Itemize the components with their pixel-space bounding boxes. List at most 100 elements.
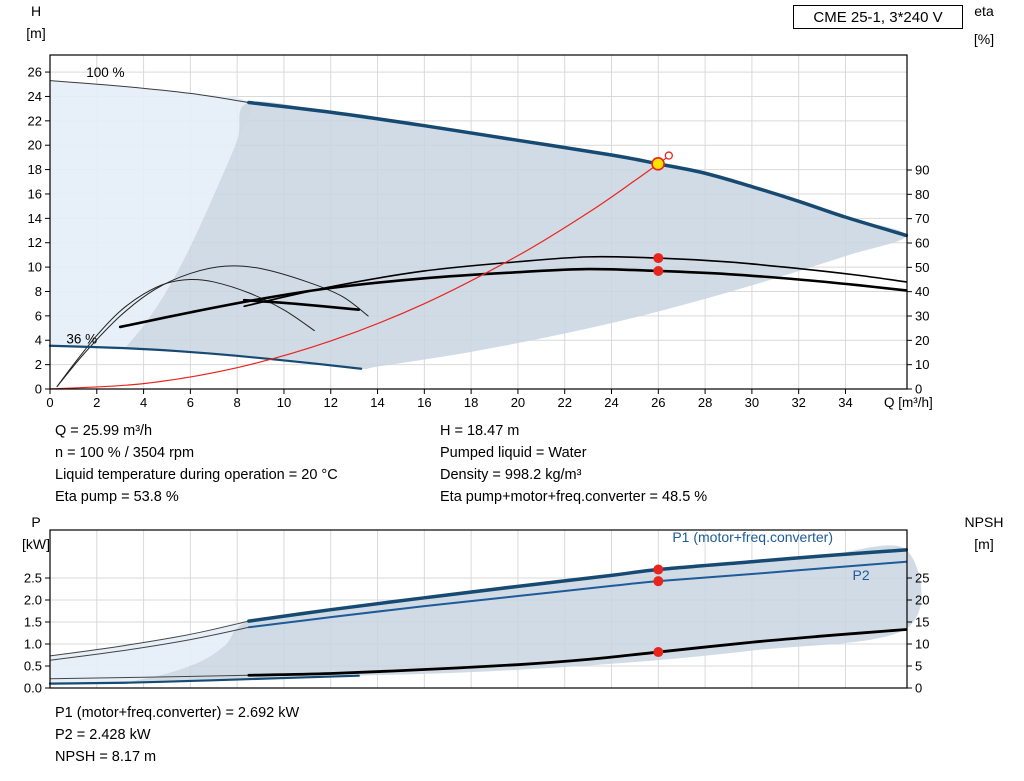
series-npsh-thin-left [49, 674, 250, 680]
left-tick-label: 24 [28, 89, 42, 104]
left-tick-label: 4 [35, 333, 42, 348]
x-axis-title: Q [m³/h] [884, 395, 933, 410]
info-line-q: Q = 25.99 m³/h [55, 423, 153, 439]
left-tick-label: 22 [28, 113, 42, 128]
x-tick-label: 10 [277, 395, 291, 410]
area-full-range-wash [50, 80, 252, 350]
series-system-curve [49, 155, 670, 390]
info-line-eta-pump: Eta pump = 53.8 % [55, 489, 179, 505]
area-power-wash [50, 620, 250, 685]
info-line-liquid: Pumped liquid = Water [440, 445, 587, 461]
right-tick-label: 40 [915, 284, 929, 299]
marker-npsh-point [653, 647, 664, 658]
duty-info-left: Q = 25.99 m³/h n = 100 % / 3504 rpm Liqu… [55, 420, 338, 508]
series-qh-100pct-thin [49, 80, 250, 104]
duty-info-right: H = 18.47 m Pumped liquid = Water Densit… [440, 420, 707, 508]
x-tick-label: 6 [187, 395, 194, 410]
series-eta-min-speed-arc-2 [56, 278, 315, 388]
right-tick-label: 10 [915, 357, 929, 372]
left-tick-label: 10 [28, 260, 42, 275]
x-tick-label: 20 [511, 395, 525, 410]
left-tick-label: 1.0 [24, 637, 42, 652]
area-power-envelope [124, 545, 922, 683]
right-tick-label: 90 [915, 162, 929, 177]
marker-p1-point [653, 564, 664, 575]
marker-p2-point [653, 576, 664, 587]
chart-frame [49, 54, 908, 390]
left-tick-label: 12 [28, 235, 42, 250]
right-tick-label: 30 [915, 308, 929, 323]
info-line-density: Density = 998.2 kg/m³ [440, 467, 582, 483]
curve-label-speed-36: 36 % [66, 331, 97, 346]
x-tick-label: 14 [370, 395, 384, 410]
series-p2-curve [247, 560, 908, 629]
series-p1-thin-left [49, 620, 250, 657]
chart-frame [49, 529, 908, 689]
area-operating-envelope [124, 101, 907, 370]
right-tick-label: 15 [915, 615, 929, 630]
x-tick-label: 30 [745, 395, 759, 410]
left-tick-label: 0.0 [24, 681, 42, 696]
right-tick-label: 25 [915, 571, 929, 586]
right-axis-title: eta [974, 3, 994, 19]
info-line-npsh: NPSH = 8.17 m [55, 749, 157, 765]
series-qh-main-curve [247, 100, 909, 238]
right-axis-title: NPSH [965, 514, 1004, 530]
x-tick-label: 2 [93, 395, 100, 410]
right-tick-label: 70 [915, 211, 929, 226]
info-line-h: H = 18.47 m [440, 423, 520, 439]
right-tick-label: 10 [915, 637, 929, 652]
pump-model-title: CME 25-1, 3*240 V [813, 8, 943, 26]
right-tick-label: 20 [915, 333, 929, 348]
x-tick-label: 26 [651, 395, 665, 410]
x-tick-label: 18 [464, 395, 478, 410]
curve-label-p2-label: P2 [852, 567, 869, 583]
left-tick-label: 0.5 [24, 659, 42, 674]
series-qh-min-speed [48, 344, 363, 370]
x-tick-label: 8 [234, 395, 241, 410]
series-eta-pump-curve [243, 255, 908, 308]
marker-eta-total-point [653, 265, 664, 276]
x-tick-label: 12 [324, 395, 338, 410]
left-tick-label: 0 [35, 382, 42, 397]
right-tick-label: 80 [915, 187, 929, 202]
x-tick-label: 0 [46, 395, 53, 410]
x-tick-label: 22 [557, 395, 571, 410]
x-tick-label: 16 [417, 395, 431, 410]
left-tick-label: 2 [35, 357, 42, 372]
left-tick-label: 6 [35, 308, 42, 323]
right-axis-title: [%] [974, 31, 994, 47]
series-p-min-speed [48, 674, 360, 685]
left-tick-label: 18 [28, 162, 42, 177]
left-axis-title: [m] [26, 25, 45, 41]
right-tick-label: 50 [915, 260, 929, 275]
series-p2-thin-left [49, 626, 250, 661]
left-axis-title: H [31, 3, 41, 19]
left-tick-label: 1.5 [24, 615, 42, 630]
series-p1-curve [247, 548, 909, 623]
info-line-temperature: Liquid temperature during operation = 20… [55, 467, 338, 483]
left-tick-label: 26 [28, 65, 42, 80]
left-tick-label: 2.0 [24, 593, 42, 608]
right-tick-label: 0 [915, 681, 922, 696]
marker-eta-pump-point [653, 253, 664, 264]
x-tick-label: 24 [604, 395, 618, 410]
marker-duty-point [651, 157, 665, 171]
left-tick-label: 8 [35, 284, 42, 299]
info-line-speed: n = 100 % / 3504 rpm [55, 445, 195, 461]
left-axis-title: P [31, 514, 40, 530]
info-line-p2: P2 = 2.428 kW [55, 727, 151, 743]
curve-label-p1-label: P1 (motor+freq.converter) [672, 529, 833, 545]
marker-requested-duty-ring [664, 151, 673, 160]
left-tick-label: 2.5 [24, 571, 42, 586]
left-tick-label: 16 [28, 186, 42, 201]
curve-label-speed-100: 100 % [86, 65, 124, 80]
x-tick-label: 4 [140, 395, 147, 410]
x-tick-label: 32 [791, 395, 805, 410]
power-info-block: P1 (motor+freq.converter) = 2.692 kW P2 … [55, 702, 299, 768]
x-tick-label: 28 [698, 395, 712, 410]
info-line-eta-total: Eta pump+motor+freq.converter = 48.5 % [440, 489, 708, 505]
right-axis-title: [m] [974, 536, 993, 552]
